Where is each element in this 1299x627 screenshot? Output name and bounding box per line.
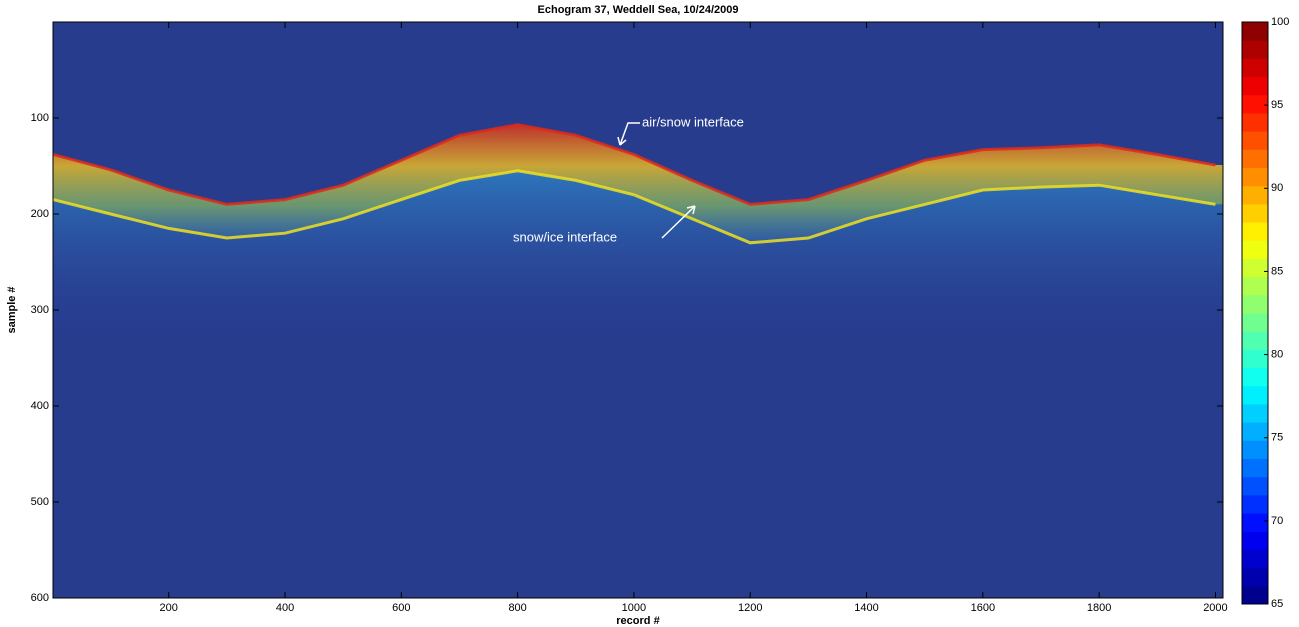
colorbar-cell (1242, 440, 1268, 459)
colorbar-cell (1242, 349, 1268, 368)
colorbar-cell (1242, 22, 1268, 41)
colorbar-cell (1242, 513, 1268, 532)
x-tick-label: 1200 (738, 602, 762, 614)
x-tick-label: 1800 (1087, 602, 1111, 614)
y-tick-label: 500 (31, 496, 49, 508)
colorbar-cell (1242, 204, 1268, 223)
x-tick-label: 1400 (854, 602, 878, 614)
colorbar-tick-label: 65 (1271, 598, 1283, 610)
y-tick-label: 600 (31, 592, 49, 604)
x-tick-label: 600 (392, 602, 410, 614)
colorbar-cell (1242, 277, 1268, 296)
colorbar-tick-label: 80 (1271, 348, 1283, 360)
x-tick-label: 1600 (971, 602, 995, 614)
colorbar-cell (1242, 586, 1268, 605)
x-axis-label: record # (616, 615, 659, 627)
colorbar-cell (1242, 168, 1268, 187)
colorbar-tick-label: 85 (1271, 265, 1283, 277)
x-tick-label: 200 (160, 602, 178, 614)
colorbar-tick-label: 95 (1271, 99, 1283, 111)
colorbar-cell (1242, 295, 1268, 314)
y-tick-label: 100 (31, 112, 49, 124)
colorbar-cell (1242, 131, 1268, 150)
colorbar-cell (1242, 477, 1268, 496)
y-tick-label: 200 (31, 208, 49, 220)
colorbar-cell (1242, 95, 1268, 114)
x-tick-label: 1000 (622, 602, 646, 614)
y-tick-label: 400 (31, 400, 49, 412)
colorbar-cell (1242, 77, 1268, 96)
colorbar-cell (1242, 40, 1268, 59)
colorbar-tick-label: 70 (1271, 515, 1283, 527)
x-tick-label: 800 (508, 602, 526, 614)
chart: Echogram 37, Weddell Sea, 10/24/2009 rec… (0, 0, 1299, 627)
colorbar-cell (1242, 313, 1268, 332)
colorbar-cell (1242, 113, 1268, 132)
colorbar-cell (1242, 258, 1268, 277)
colorbar-cell (1242, 222, 1268, 241)
colorbar-cell (1242, 549, 1268, 568)
x-tick-label: 400 (276, 602, 294, 614)
colorbar-cell (1242, 149, 1268, 168)
colorbar-cell (1242, 459, 1268, 478)
y-axis-label: sample # (6, 286, 18, 333)
colorbar-tick-label: 75 (1271, 432, 1283, 444)
colorbar-cell (1242, 368, 1268, 387)
colorbar-cell (1242, 404, 1268, 423)
colorbar-tick-label: 100 (1271, 16, 1289, 28)
annotation: snow/ice interface (513, 229, 617, 244)
colorbar-tick-label: 90 (1271, 182, 1283, 194)
colorbar-cell (1242, 331, 1268, 350)
x-tick-label: 2000 (1203, 602, 1227, 614)
chart-title: Echogram 37, Weddell Sea, 10/24/2009 (538, 4, 739, 16)
colorbar-cell (1242, 58, 1268, 77)
annotation: air/snow interface (642, 114, 744, 129)
colorbar-cell (1242, 386, 1268, 405)
colorbar-cell (1242, 495, 1268, 514)
colorbar-cell (1242, 240, 1268, 259)
colorbar-cell (1242, 568, 1268, 587)
y-tick-label: 300 (31, 304, 49, 316)
colorbar-cell (1242, 531, 1268, 550)
